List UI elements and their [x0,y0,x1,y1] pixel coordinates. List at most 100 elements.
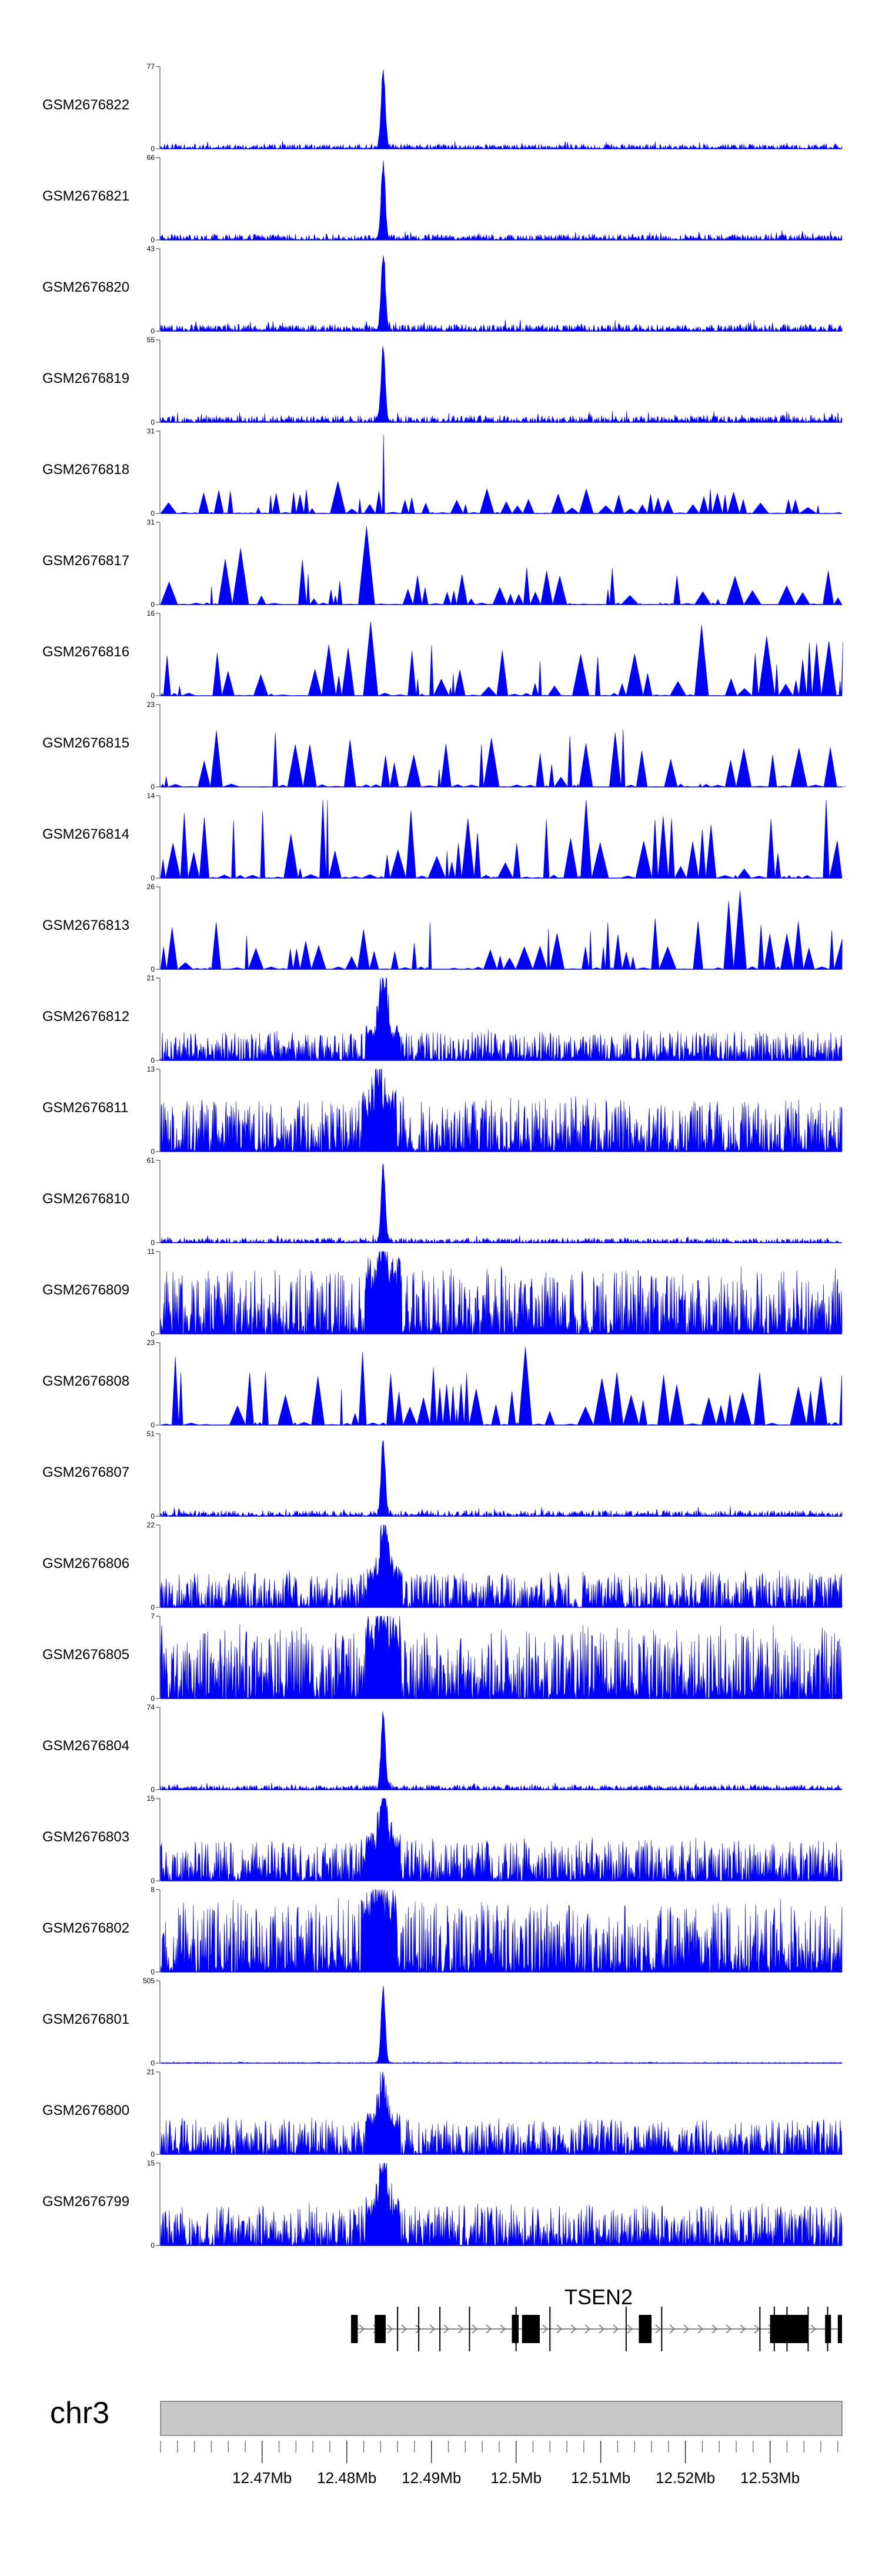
track-GSM2676805: GSM2676805 7 0 [42,1612,843,1703]
track-GSM2676801: GSM2676801 505 0 [42,1977,843,2067]
y-min-label: 0 [151,1056,155,1065]
y-min-label: 0 [151,600,155,609]
y-min-label: 0 [151,1239,155,1247]
signal-area [160,890,843,970]
track-GSM2676812: GSM2676812 21 0 [42,974,843,1065]
track-label: GSM2676815 [42,735,129,751]
gene-track: TSEN2 [350,2285,842,2351]
track-label: GSM2676817 [42,553,129,569]
strand-arrow [556,2324,563,2334]
y-max-label: 16 [147,609,155,618]
track-label: GSM2676819 [42,371,129,386]
track-label: GSM2676803 [42,1829,129,1845]
signal-area [160,2163,843,2247]
y-max-label: 11 [148,1247,155,1256]
strand-arrow [655,2324,662,2334]
y-min-label: 0 [151,2241,155,2250]
y-max-label: 74 [147,1703,155,1711]
track-GSM2676807: GSM2676807 51 0 [42,1430,843,1520]
signal-area [160,729,846,788]
strand-arrow [697,2324,704,2334]
track-GSM2676811: GSM2676811 13 0 [42,1065,843,1156]
signal-tracks: GSM2676822770GSM2676821660GSM2676820430G… [42,62,846,2250]
strand-arrow [443,2324,450,2334]
signal-area [160,1889,843,1973]
strand-arrow [429,2324,436,2334]
y-max-label: 21 [147,2068,155,2076]
y-min-label: 0 [151,1968,155,1976]
signal-area [160,346,843,423]
strand-arrow [359,2324,365,2334]
track-label: GSM2676807 [42,1464,129,1480]
y-min-label: 0 [151,2150,155,2158]
chromosome-band [160,2401,843,2436]
strand-arrow [584,2324,591,2334]
y-min-label: 0 [151,1694,155,1703]
track-label: GSM2676820 [42,279,129,295]
y-max-label: 61 [147,1156,155,1164]
signal-area [160,2071,843,2155]
y-min-label: 0 [151,1512,155,1520]
signal-area [160,1069,843,1153]
y-min-label: 0 [151,1421,155,1429]
track-GSM2676814: GSM2676814 14 0 [42,792,843,882]
y-max-label: 55 [147,336,155,344]
signal-area [160,621,843,697]
y-max-label: 7 [151,1612,155,1620]
exon [639,2315,652,2343]
strand-arrow [500,2324,506,2334]
y-min-label: 0 [151,1786,155,1794]
strand-arrow [415,2324,422,2334]
y-min-label: 0 [151,327,155,335]
signal-area [160,977,843,1061]
track-label: GSM2676808 [42,1373,129,1389]
exon [837,2315,842,2343]
signal-area [160,799,843,879]
track-GSM2676817: GSM2676817 31 0 [42,518,843,609]
x-tick-label: 12.53Mb [740,2469,800,2487]
track-label: GSM2676811 [42,1100,128,1116]
y-min-label: 0 [151,1330,155,1338]
y-max-label: 22 [147,1521,155,1529]
x-tick-label: 12.48Mb [317,2469,376,2487]
strand-arrow [387,2324,393,2334]
signal-area [160,1616,843,1699]
chromosome-label: chr3 [50,2396,109,2430]
signal-area [160,1251,843,1335]
y-max-label: 31 [147,427,155,435]
x-tick-label: 12.49Mb [402,2469,461,2487]
y-max-label: 505 [143,1977,155,1985]
track-label: GSM2676810 [42,1191,129,1207]
signal-area [160,1440,843,1517]
track-label: GSM2676809 [42,1282,129,1298]
y-min-label: 0 [151,692,155,700]
strand-arrow [613,2324,619,2334]
track-GSM2676802: GSM2676802 8 0 [42,1886,843,1976]
y-max-label: 14 [147,792,155,800]
y-min-label: 0 [151,236,155,244]
track-GSM2676822: GSM2676822 77 0 [42,62,843,153]
y-max-label: 43 [147,245,155,253]
y-min-label: 0 [151,874,155,882]
y-min-label: 0 [151,965,155,973]
track-GSM2676820: GSM2676820 43 0 [42,245,843,335]
y-min-label: 0 [151,783,155,791]
y-min-label: 0 [151,418,155,426]
track-GSM2676816: GSM2676816 16 0 [42,609,843,700]
track-label: GSM2676799 [42,2194,129,2210]
strand-arrow [627,2324,633,2334]
signal-area [160,1986,843,2064]
strand-arrow [711,2324,718,2334]
exon [522,2315,540,2343]
signal-area [160,1711,843,1791]
track-GSM2676815: GSM2676815 23 0 [42,700,846,791]
track-label: GSM2676806 [42,1556,129,1571]
strand-arrow [726,2324,732,2334]
track-GSM2676810: GSM2676810 61 0 [42,1156,843,1247]
y-max-label: 13 [147,1065,155,1073]
track-GSM2676808: GSM2676808 23 0 [42,1339,843,1429]
x-tick-label: 12.52Mb [656,2469,715,2487]
track-label: GSM2676814 [42,826,129,842]
y-max-label: 23 [147,700,155,709]
